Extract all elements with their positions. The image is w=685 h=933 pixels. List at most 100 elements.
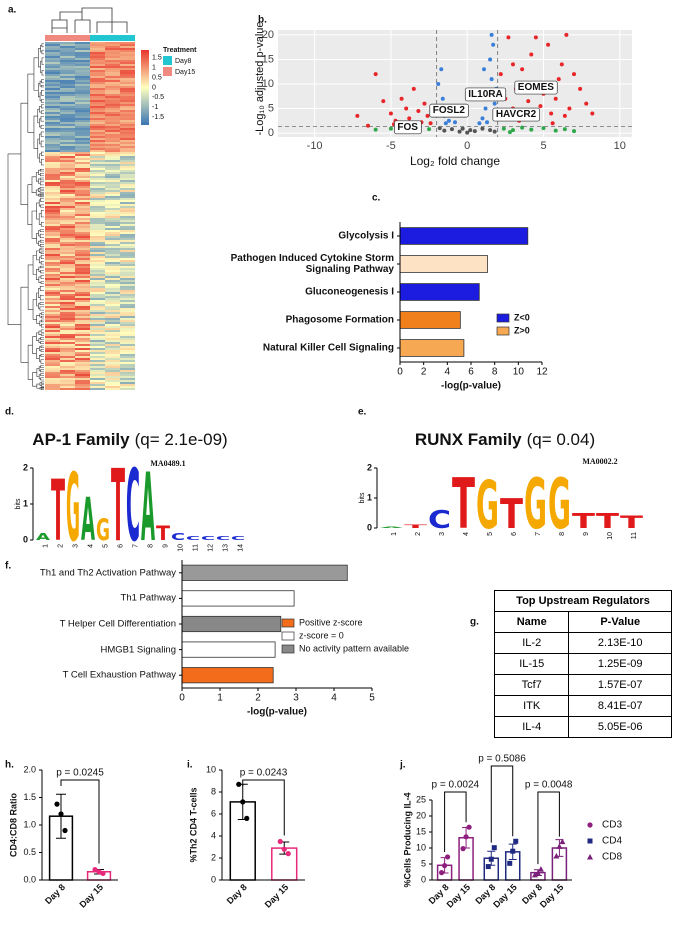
heatmap-cell [120, 100, 135, 102]
logo-letter: T [111, 449, 125, 564]
dendrogram [39, 346, 41, 351]
heatmap-cell [75, 312, 90, 314]
heatmap-cell [105, 300, 120, 302]
x-tick-label: Day 8 [225, 882, 249, 906]
heatmap-cell [60, 70, 75, 72]
point [407, 116, 412, 121]
heatmap-cell [45, 318, 60, 320]
heatmap-cell [105, 378, 120, 380]
heatmap-cell [120, 238, 135, 240]
colorbar-tick: -1 [152, 104, 158, 111]
dendrogram [38, 230, 41, 237]
heatmap-cell [90, 184, 105, 186]
heatmap-cell [60, 220, 75, 222]
heatmap-cell [90, 372, 105, 374]
dendrogram [41, 110, 43, 114]
heatmap-cell [45, 250, 60, 252]
heatmap-cell [60, 202, 75, 204]
heatmap-cell [90, 388, 105, 390]
heatmap-cell [75, 374, 90, 376]
heatmap-cell [120, 348, 135, 350]
heatmap-cell [120, 370, 135, 372]
heatmap-cell [90, 268, 105, 270]
heatmap-cell [45, 322, 60, 324]
x-tick-label: 3 [72, 544, 79, 548]
heatmap-cell [120, 318, 135, 320]
bar [181, 615, 282, 633]
heatmap-cell [90, 320, 105, 322]
x-tick-label: 1 [42, 544, 49, 548]
heatmap-cell [90, 250, 105, 252]
dendrogram [39, 177, 42, 181]
motif-id: MA0489.1 [150, 459, 185, 468]
heatmap-cell [45, 226, 60, 228]
y-tick-label: 8 [211, 786, 216, 796]
heatmap-cell [120, 142, 135, 144]
heatmap-cell [120, 44, 135, 46]
heatmap-cell [75, 60, 90, 62]
x-tick-label: 4 [87, 544, 94, 548]
x-tick-label: Day 15 [538, 882, 566, 910]
heatmap-cell [60, 304, 75, 306]
heatmap-cell [45, 70, 60, 72]
heatmap-cell [45, 184, 60, 186]
heatmap-cell [105, 222, 120, 224]
heatmap-cell [90, 358, 105, 360]
heatmap-cell [120, 186, 135, 188]
heatmap-cell [105, 332, 120, 334]
heatmap-cell [60, 72, 75, 74]
heatmap-cell [60, 138, 75, 140]
dendrogram [40, 369, 42, 373]
heatmap-cell [60, 274, 75, 276]
heatmap-cell [45, 378, 60, 380]
dendrogram [41, 84, 43, 88]
heatmap-cell [75, 146, 90, 148]
heatmap-cell [75, 376, 90, 378]
heatmap-cell [105, 46, 120, 48]
heatmap-cell [120, 272, 135, 274]
logo-letter: T [51, 463, 65, 561]
heatmap-cell [60, 260, 75, 262]
x-tick-label: Day 8 [43, 882, 67, 906]
annotation-box [429, 103, 469, 118]
heatmap-cell [105, 112, 120, 114]
heatmap-cell [60, 272, 75, 274]
dendrogram [41, 70, 43, 76]
point [416, 108, 421, 113]
y-tick-label: 20 [416, 810, 426, 820]
heatmap-cell [60, 198, 75, 200]
heatmap-cell [45, 228, 60, 230]
x-tick-label: 0 [397, 367, 403, 378]
heatmap-cell [60, 386, 75, 388]
heatmap-cell [60, 58, 75, 60]
point [485, 120, 490, 125]
heatmap-cell [75, 102, 90, 104]
heatmap-cell [75, 244, 90, 246]
heatmap-cell [60, 258, 75, 260]
heatmap-cell [120, 146, 135, 148]
dendrogram [39, 181, 42, 186]
heatmap-cell [90, 160, 105, 162]
heatmap-cell [90, 288, 105, 290]
heatmap-cell [60, 368, 75, 370]
heatmap-cell [90, 338, 105, 340]
heatmap-cell [105, 124, 120, 126]
heatmap-cell [45, 198, 60, 200]
heatmap-cell [60, 338, 75, 340]
heatmap-cell [45, 130, 60, 132]
heatmap-cell [45, 212, 60, 214]
dendrogram [37, 108, 40, 124]
x-tick-label: Day 15 [445, 882, 473, 910]
heatmap-cell [75, 142, 90, 144]
heatmap-cell [120, 104, 135, 106]
heatmap-cell [120, 98, 135, 100]
point [559, 62, 564, 67]
heatmap-cell [60, 232, 75, 234]
heatmap-cell [75, 204, 90, 206]
colorbar-tick: 0 [152, 84, 156, 91]
heatmap-cell [105, 50, 120, 52]
heatmap-cell [60, 346, 75, 348]
point [439, 870, 445, 876]
heatmap-cell [90, 132, 105, 134]
